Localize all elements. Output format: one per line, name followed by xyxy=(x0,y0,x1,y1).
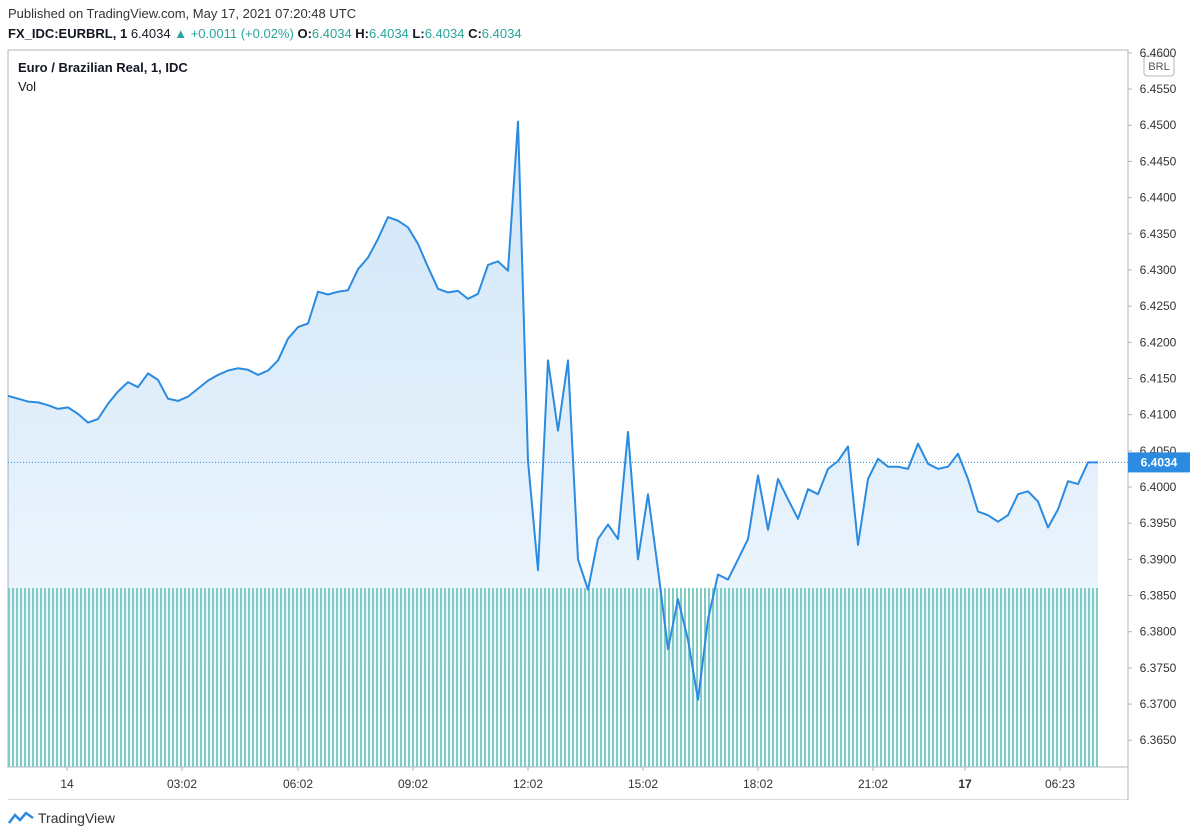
x-tick-label: 17 xyxy=(958,777,972,791)
y-tick-label: 6.4550 xyxy=(1140,82,1177,96)
y-tick-label: 6.4100 xyxy=(1140,408,1177,422)
published-note: Published on TradingView.com, May 17, 20… xyxy=(8,6,357,21)
y-tick-label: 6.4200 xyxy=(1140,335,1177,349)
x-tick-label: 18:02 xyxy=(743,777,773,791)
currency-label: BRL xyxy=(1148,61,1169,73)
y-tick-label: 6.4150 xyxy=(1140,371,1177,385)
y-tick-label: 6.3650 xyxy=(1140,733,1177,747)
volume-bars xyxy=(8,588,1098,767)
y-tick-label: 6.3700 xyxy=(1140,697,1177,711)
y-tick-label: 6.4400 xyxy=(1140,191,1177,205)
last-value: 6.4034 xyxy=(130,26,171,41)
x-tick-label: 06:23 xyxy=(1045,777,1075,791)
y-tick-label: 6.3950 xyxy=(1140,516,1177,530)
x-tick-label: 14 xyxy=(60,777,74,791)
y-tick-label: 6.4500 xyxy=(1140,118,1177,132)
footer: TradingView xyxy=(8,810,115,826)
change: +0.0011 (+0.02%) xyxy=(190,26,294,41)
x-tick-label: 09:02 xyxy=(398,777,428,791)
ohlc-label: H: xyxy=(355,26,370,41)
y-tick-label: 6.3750 xyxy=(1140,661,1177,675)
y-tick-label: 6.3850 xyxy=(1140,589,1177,603)
brand-name: TradingView xyxy=(38,810,116,826)
price-line xyxy=(7,120,1098,701)
y-tick-label: 6.4350 xyxy=(1140,227,1177,241)
y-tick-label: 6.4450 xyxy=(1140,154,1177,168)
arrow: ▲ xyxy=(174,26,188,41)
y-tick-label: 6.4600 xyxy=(1140,46,1177,60)
x-tick-label: 06:02 xyxy=(283,777,313,791)
symbol-bar: FX_IDC:EURBRL, 1 6.4034 ▲ +0.0011 (+0.02… xyxy=(8,26,522,41)
x-tick-label: 12:02 xyxy=(513,777,543,791)
x-tick-label: 21:02 xyxy=(858,777,888,791)
volume-legend: Vol xyxy=(18,79,36,94)
last-price-label: 6.4034 xyxy=(1141,455,1178,469)
brand-logo xyxy=(8,811,34,824)
y-tick-label: 6.4250 xyxy=(1140,299,1177,313)
y-tick-label: 6.3800 xyxy=(1140,625,1177,639)
ohlc-value: 6.4034 xyxy=(311,26,352,41)
ohlc-value: 6.4034 xyxy=(424,26,465,41)
x-tick-label: 15:02 xyxy=(628,777,658,791)
currency-box xyxy=(1143,55,1175,77)
last-price-box xyxy=(1128,452,1190,473)
ohlc-value: 6.4034 xyxy=(369,26,409,41)
y-tick-label: 6.3900 xyxy=(1140,552,1177,566)
x-tick-label: 03:02 xyxy=(167,777,197,791)
y-tick-label: 6.4300 xyxy=(1140,263,1177,277)
y-tick-label: 6.4000 xyxy=(1140,480,1177,494)
symbol: FX_IDC:EURBRL, 1 xyxy=(8,26,128,41)
legend-title: Euro / Brazilian Real, 1, IDC xyxy=(18,60,188,75)
ohlc-label: L: xyxy=(412,26,425,41)
ohlc-label: O: xyxy=(297,26,312,41)
chart: Euro / Brazilian Real, 1, IDC Vol BRL 6.… xyxy=(7,46,1190,800)
ohlc-value: 6.4034 xyxy=(481,26,522,41)
ohlc-label: C: xyxy=(468,26,482,41)
